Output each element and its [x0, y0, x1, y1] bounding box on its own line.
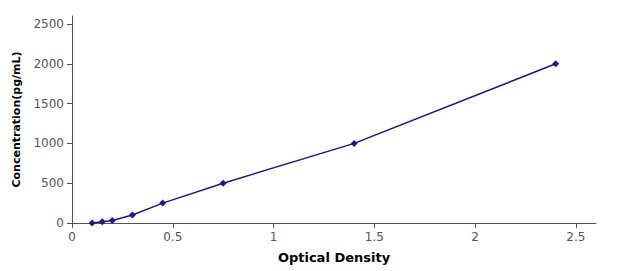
svg-text:0: 0 [56, 216, 64, 230]
svg-text:0: 0 [68, 230, 76, 244]
svg-text:Optical Density: Optical Density [278, 250, 391, 265]
svg-text:1.5: 1.5 [365, 230, 384, 244]
svg-text:2.5: 2.5 [566, 230, 585, 244]
svg-text:0.5: 0.5 [163, 230, 182, 244]
svg-text:500: 500 [41, 176, 64, 190]
svg-text:2000: 2000 [33, 57, 64, 71]
svg-text:1: 1 [270, 230, 278, 244]
svg-text:Concentration(pg/mL): Concentration(pg/mL) [10, 51, 23, 187]
svg-text:2: 2 [471, 230, 479, 244]
svg-text:1000: 1000 [33, 136, 64, 150]
svg-text:2500: 2500 [33, 17, 64, 31]
svg-text:1500: 1500 [33, 97, 64, 111]
